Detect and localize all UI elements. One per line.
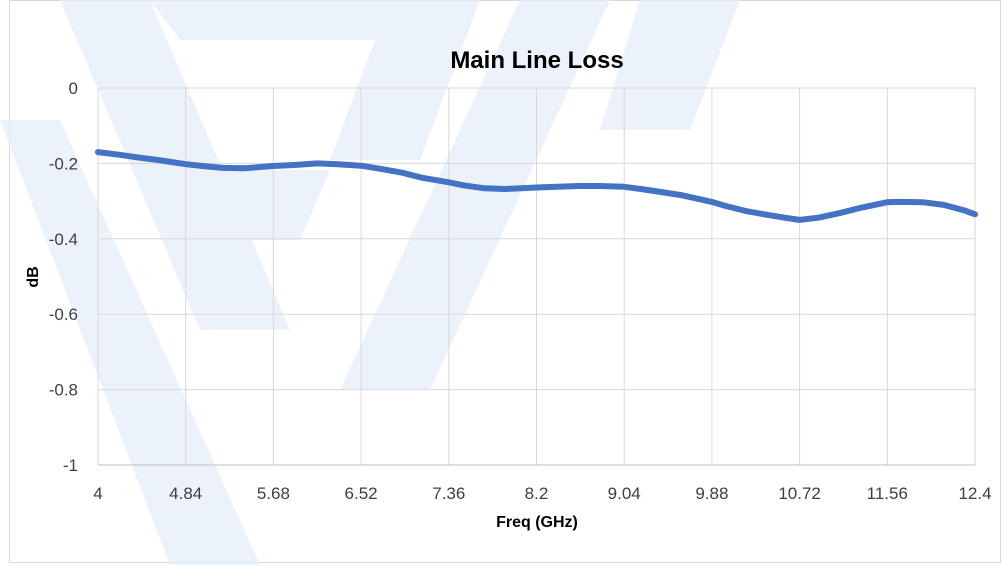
data-point <box>503 187 508 191</box>
y-tick-label: -0.6 <box>49 305 78 324</box>
data-point <box>622 184 627 189</box>
series-layer <box>95 149 978 223</box>
x-tick-label: 9.04 <box>608 484 641 503</box>
data-point <box>797 217 802 222</box>
data-point <box>858 205 863 210</box>
data-point <box>294 162 299 167</box>
data-point <box>885 200 890 205</box>
data-point <box>680 193 685 198</box>
data-point <box>659 190 664 195</box>
data-point <box>638 187 643 191</box>
data-point <box>315 161 320 166</box>
data-point <box>555 184 560 189</box>
data-point <box>920 200 925 205</box>
x-tick-label: 4 <box>93 484 102 503</box>
data-point <box>359 163 364 168</box>
data-point <box>785 216 790 221</box>
data-point <box>837 211 842 216</box>
data-point <box>377 166 382 171</box>
y-tick-label: -0.8 <box>49 381 78 400</box>
data-point <box>419 175 424 180</box>
data-point <box>709 199 714 204</box>
data-point <box>722 203 727 208</box>
data-point <box>200 164 205 168</box>
x-tick-label: 8.2 <box>525 484 549 503</box>
x-tick-label: 6.52 <box>345 484 378 503</box>
data-point <box>534 185 539 190</box>
x-tick-label: 9.88 <box>695 484 728 503</box>
x-tick-label: 12.4 <box>958 484 991 503</box>
data-point <box>816 215 821 220</box>
data-point <box>576 184 581 188</box>
y-tick-label: -0.4 <box>49 230 78 249</box>
x-tick-label: 7.36 <box>432 484 465 503</box>
y-tick-label: -1 <box>63 456 78 475</box>
y-tick-labels: 0 -0.2 -0.4 -0.6 -0.8 -1 <box>49 79 78 475</box>
data-point <box>158 158 163 163</box>
data-point <box>137 155 142 160</box>
data-point <box>398 170 403 175</box>
y-axis-title: dB <box>25 266 42 287</box>
x-tick-label: 4.84 <box>169 484 202 503</box>
x-tick-label: 10.72 <box>778 484 821 503</box>
data-point <box>482 186 487 191</box>
data-point <box>446 180 451 185</box>
data-point <box>221 165 226 170</box>
data-point <box>183 162 188 167</box>
data-point <box>116 152 121 157</box>
x-tick-labels: 4 4.84 5.68 6.52 7.36 8.2 9.04 9.88 10.72 11.56 12… <box>93 484 991 503</box>
data-point <box>242 166 247 171</box>
data-point <box>743 208 748 213</box>
data-point <box>336 162 341 167</box>
x-axis-title: Freq (GHz) <box>496 514 578 531</box>
chart-title: Main Line Loss <box>450 47 623 74</box>
y-tick-label: 0 <box>69 79 78 98</box>
data-point <box>461 183 466 188</box>
data-point <box>941 202 946 207</box>
data-point <box>271 164 276 168</box>
data-point <box>597 184 602 188</box>
data-point <box>962 208 967 213</box>
x-tick-label: 11.56 <box>867 484 908 503</box>
data-point <box>899 199 904 204</box>
data-point <box>96 150 100 155</box>
data-point <box>973 212 977 217</box>
data-point <box>764 212 769 217</box>
x-tick-label: 5.68 <box>257 484 290 503</box>
grid-layer <box>97 87 976 465</box>
y-tick-label: -0.2 <box>49 154 78 173</box>
